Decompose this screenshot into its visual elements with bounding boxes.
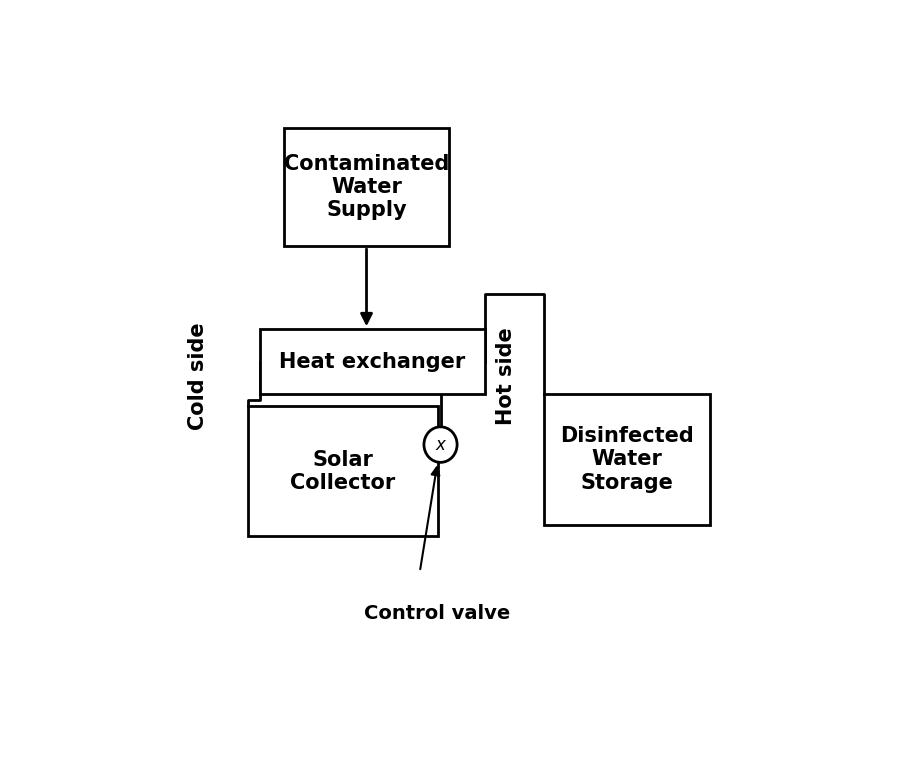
FancyBboxPatch shape	[248, 406, 437, 537]
Text: Disinfected
Water
Storage: Disinfected Water Storage	[560, 426, 694, 493]
Text: Control valve: Control valve	[364, 604, 510, 623]
FancyBboxPatch shape	[544, 394, 710, 524]
Text: Solar
Collector: Solar Collector	[290, 450, 395, 493]
Text: x: x	[436, 435, 446, 454]
Text: Hot side: Hot side	[496, 328, 516, 425]
FancyBboxPatch shape	[260, 329, 485, 394]
FancyBboxPatch shape	[284, 128, 449, 246]
Text: Cold side: Cold side	[188, 323, 208, 431]
Ellipse shape	[424, 427, 457, 462]
Text: Contaminated
Water
Supply: Contaminated Water Supply	[284, 154, 449, 220]
Text: Heat exchanger: Heat exchanger	[279, 351, 465, 371]
